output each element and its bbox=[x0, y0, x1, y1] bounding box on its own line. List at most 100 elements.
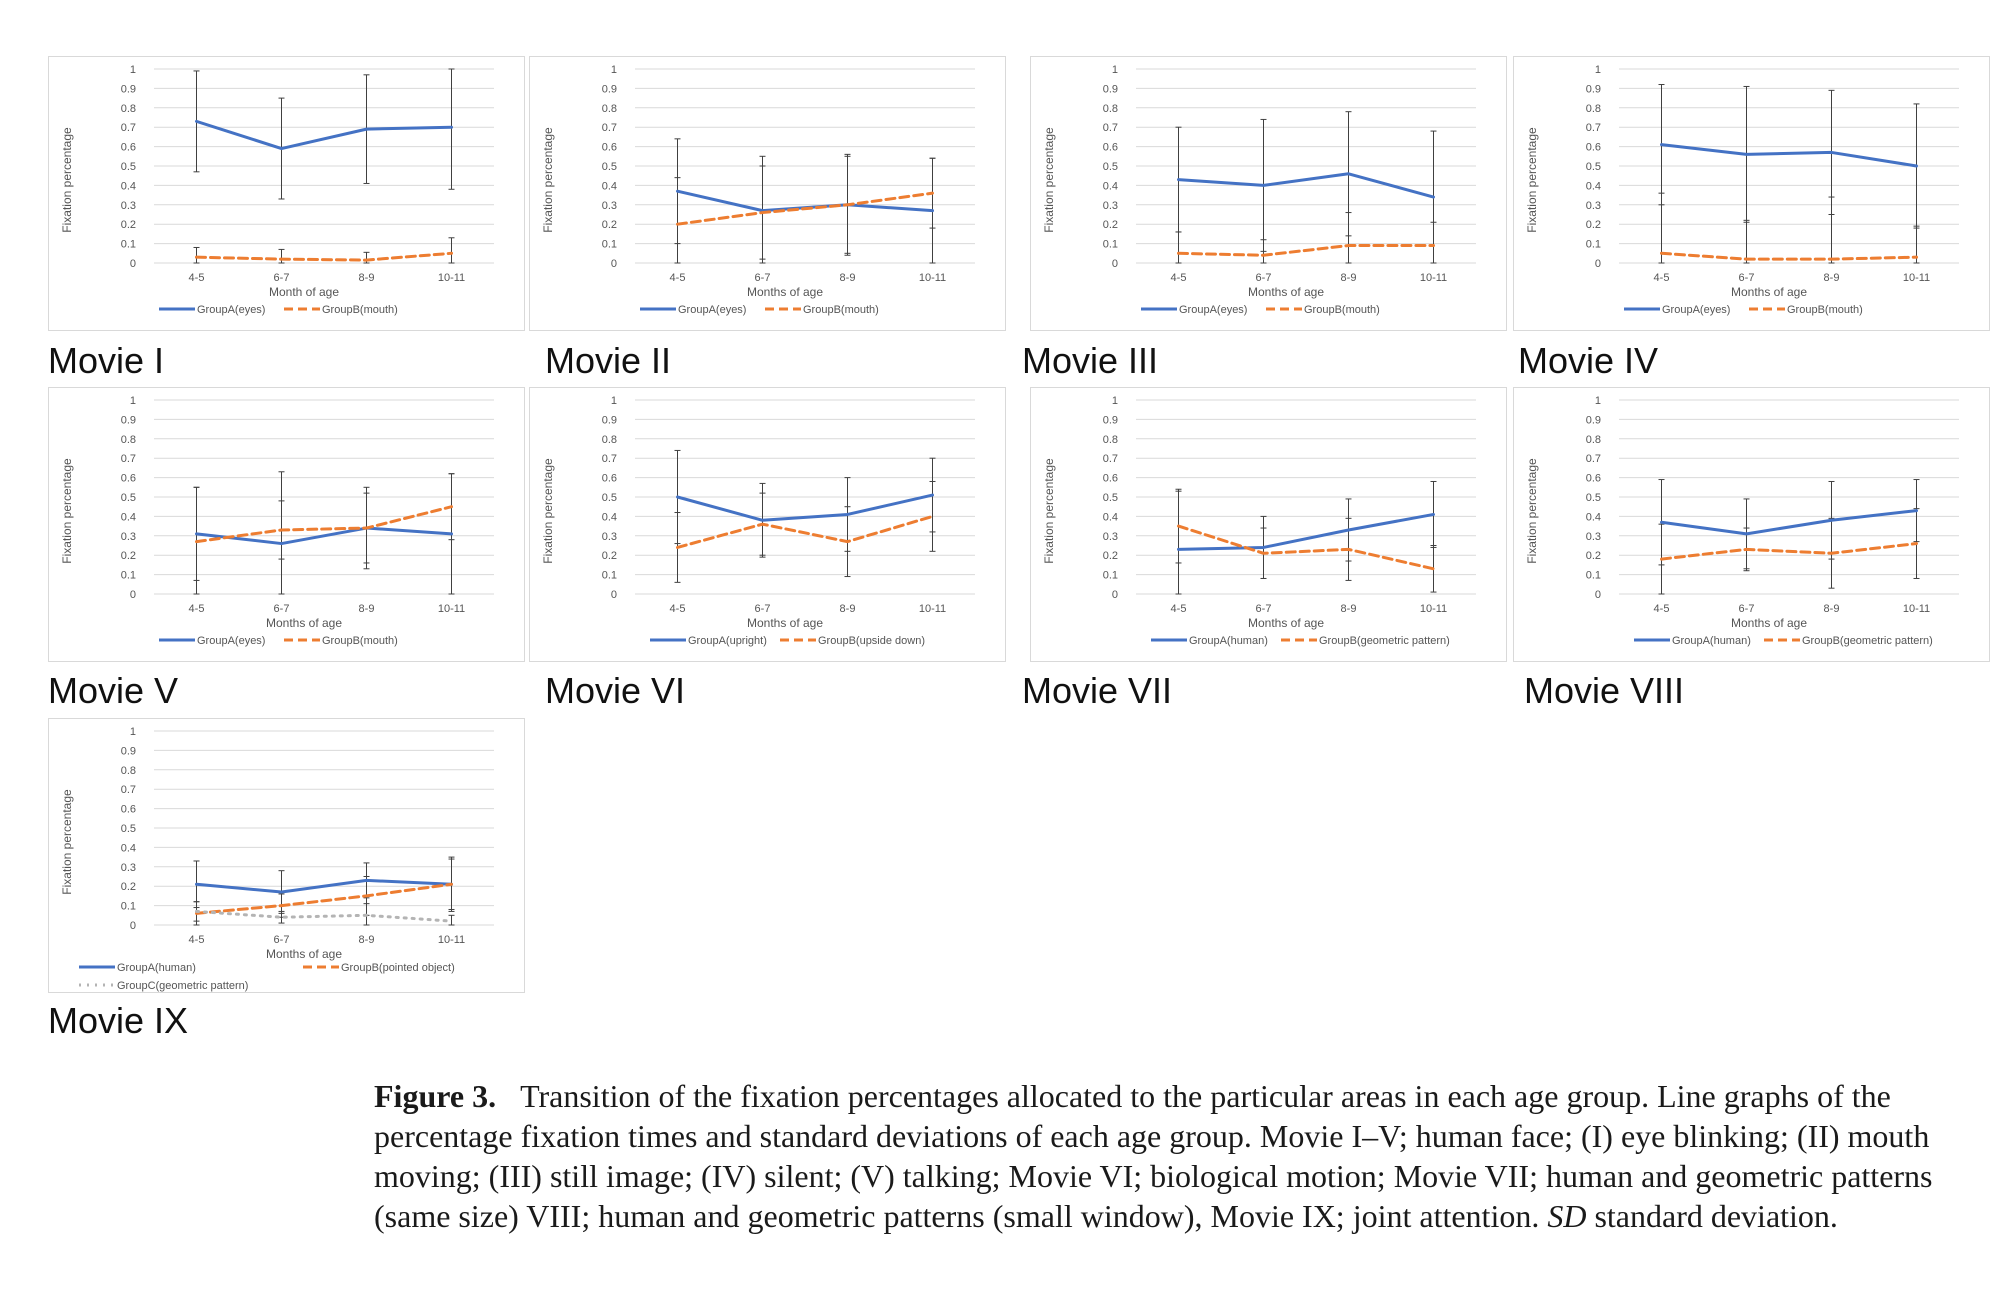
x-tick-label: 6-7 bbox=[274, 272, 290, 284]
y-tick-label: 0.9 bbox=[1103, 83, 1118, 95]
y-tick-label: 0.9 bbox=[121, 83, 136, 95]
y-tick-label: 0.3 bbox=[1103, 200, 1118, 212]
y-tick-label: 0.6 bbox=[1103, 142, 1118, 154]
y-axis-label: Fixation percentage bbox=[1525, 127, 1539, 233]
y-axis-label: Fixation percentage bbox=[541, 458, 555, 564]
legend-label: GroupA(eyes) bbox=[197, 304, 265, 316]
x-tick-label: 6-7 bbox=[755, 603, 771, 615]
legend-item: GroupA(eyes) bbox=[1624, 304, 1730, 316]
y-tick-label: 0.8 bbox=[121, 765, 136, 777]
y-tick-label: 0 bbox=[1112, 589, 1118, 601]
x-tick-label: 10-11 bbox=[1420, 272, 1447, 284]
y-tick-label: 0.6 bbox=[602, 142, 617, 154]
y-tick-label: 0.7 bbox=[121, 122, 136, 134]
series-line bbox=[195, 878, 453, 894]
legend-item: GroupA(human) bbox=[1634, 635, 1751, 647]
legend-item: GroupA(eyes) bbox=[159, 635, 265, 647]
y-tick-label: 0.2 bbox=[1103, 219, 1118, 231]
line-chart: 0 0.1 0.2 0.3 0.4 0.5 0.6 0.7 0.8 0.9 1 4-5 6-7 8-9 10… bbox=[60, 726, 494, 992]
series-line bbox=[195, 882, 453, 915]
y-tick-label: 0.8 bbox=[1103, 434, 1118, 446]
legend-label: GroupA(eyes) bbox=[197, 635, 265, 647]
y-tick-label: 0.7 bbox=[1103, 122, 1118, 134]
y-tick-label: 0.2 bbox=[121, 219, 136, 231]
series-line bbox=[1177, 512, 1435, 551]
y-tick-label: 0.5 bbox=[1586, 492, 1601, 504]
error-bar bbox=[929, 480, 936, 552]
legend-label: GroupA(human) bbox=[1189, 635, 1268, 647]
y-tick-label: 0 bbox=[611, 589, 617, 601]
y-tick-label: 0.5 bbox=[1103, 161, 1118, 173]
error-bar bbox=[1345, 212, 1352, 264]
legend-label: GroupA(human) bbox=[1672, 635, 1751, 647]
legend-label: GroupB(mouth) bbox=[1304, 304, 1380, 316]
legend-item: GroupB(mouth) bbox=[284, 635, 398, 647]
legend-item: GroupB(geometric pattern) bbox=[1281, 635, 1450, 647]
y-tick-label: 1 bbox=[130, 395, 136, 407]
y-tick-label: 0.8 bbox=[1103, 103, 1118, 115]
chart-title: Movie III bbox=[1022, 340, 1159, 381]
x-tick-label: 6-7 bbox=[1256, 603, 1272, 615]
y-tick-label: 0.3 bbox=[602, 200, 617, 212]
y-tick-label: 0.4 bbox=[121, 180, 136, 192]
error-bar bbox=[448, 237, 455, 264]
line-chart: 0 0.1 0.2 0.3 0.4 0.5 0.6 0.7 0.8 0.9 1 4-5 6-7 8-9 10… bbox=[60, 395, 494, 647]
error-bar bbox=[193, 246, 200, 264]
series-line bbox=[195, 505, 453, 544]
y-tick-label: 0.3 bbox=[602, 531, 617, 543]
chart-panel-2: 0 0.1 0.2 0.3 0.4 0.5 0.6 0.7 0.8 0.9 1 4-5 6-7 8-9 10… bbox=[529, 56, 1006, 331]
y-tick-label: 0.6 bbox=[602, 473, 617, 485]
y-tick-label: 0.1 bbox=[1586, 239, 1601, 251]
legend-item: GroupB(geometric pattern) bbox=[1764, 635, 1933, 647]
y-tick-label: 0.7 bbox=[602, 122, 617, 134]
chart-panel-8: 0 0.1 0.2 0.3 0.4 0.5 0.6 0.7 0.8 0.9 1 4-5 6-7 8-9 10… bbox=[1513, 387, 1990, 662]
x-tick-label: 8-9 bbox=[359, 934, 375, 946]
y-tick-label: 0.7 bbox=[121, 784, 136, 796]
y-tick-label: 0.9 bbox=[1586, 414, 1601, 426]
y-tick-label: 0.6 bbox=[121, 804, 136, 816]
x-tick-label: 10-11 bbox=[919, 272, 946, 284]
legend-item: GroupB(mouth) bbox=[1266, 304, 1380, 316]
y-tick-label: 0.1 bbox=[1103, 239, 1118, 251]
y-tick-label: 0.1 bbox=[602, 570, 617, 582]
y-tick-label: 0.3 bbox=[1103, 531, 1118, 543]
x-axis-label: Months of age bbox=[266, 616, 342, 630]
legend-item: GroupB(mouth) bbox=[284, 304, 398, 316]
legend-label: GroupB(geometric pattern) bbox=[1319, 635, 1450, 647]
line-chart: 0 0.1 0.2 0.3 0.4 0.5 0.6 0.7 0.8 0.9 1 4-5 6-7 8-9 10… bbox=[541, 64, 975, 316]
chart-title: Movie VII bbox=[1022, 670, 1173, 711]
y-tick-label: 0.4 bbox=[1103, 180, 1118, 192]
legend-item: GroupB(mouth) bbox=[1749, 304, 1863, 316]
x-tick-label: 8-9 bbox=[1341, 603, 1357, 615]
y-tick-label: 1 bbox=[1595, 395, 1601, 407]
y-tick-label: 1 bbox=[611, 64, 617, 76]
y-axis-label: Fixation percentage bbox=[541, 127, 555, 233]
y-axis-label: Fixation percentage bbox=[1525, 458, 1539, 564]
y-tick-label: 0.7 bbox=[1586, 453, 1601, 465]
y-tick-label: 0.2 bbox=[121, 550, 136, 562]
y-tick-label: 1 bbox=[1595, 64, 1601, 76]
y-tick-label: 0.2 bbox=[602, 219, 617, 231]
chart-panel-3: 0 0.1 0.2 0.3 0.4 0.5 0.6 0.7 0.8 0.9 1 4-5 6-7 8-9 10… bbox=[1030, 56, 1507, 331]
y-tick-label: 0.1 bbox=[602, 239, 617, 251]
y-axis-label: Fixation percentage bbox=[60, 458, 74, 564]
error-bar bbox=[1260, 239, 1267, 264]
error-bar bbox=[1175, 231, 1182, 264]
y-tick-label: 0.9 bbox=[1103, 414, 1118, 426]
line-chart: 0 0.1 0.2 0.3 0.4 0.5 0.6 0.7 0.8 0.9 1 4-5 6-7 8-9 10… bbox=[1042, 64, 1476, 316]
legend-label: GroupA(eyes) bbox=[678, 304, 746, 316]
x-tick-label: 4-5 bbox=[1171, 272, 1187, 284]
y-tick-label: 0.7 bbox=[1103, 453, 1118, 465]
line-chart: 0 0.1 0.2 0.3 0.4 0.5 0.6 0.7 0.8 0.9 1 4-5 6-7 8-9 10… bbox=[1042, 395, 1476, 647]
y-tick-label: 0.3 bbox=[1586, 200, 1601, 212]
caption-abbr: SD bbox=[1547, 1198, 1587, 1234]
chart-title: Movie VI bbox=[545, 670, 686, 711]
y-tick-label: 0 bbox=[1112, 258, 1118, 270]
x-axis-label: Months of age bbox=[1731, 616, 1807, 630]
y-tick-label: 0.7 bbox=[121, 453, 136, 465]
series-line bbox=[1660, 143, 1918, 168]
chart-title: Movie I bbox=[48, 340, 165, 381]
y-tick-label: 0.6 bbox=[1103, 473, 1118, 485]
y-tick-label: 0.1 bbox=[121, 570, 136, 582]
legend-label: GroupB(mouth) bbox=[322, 304, 398, 316]
